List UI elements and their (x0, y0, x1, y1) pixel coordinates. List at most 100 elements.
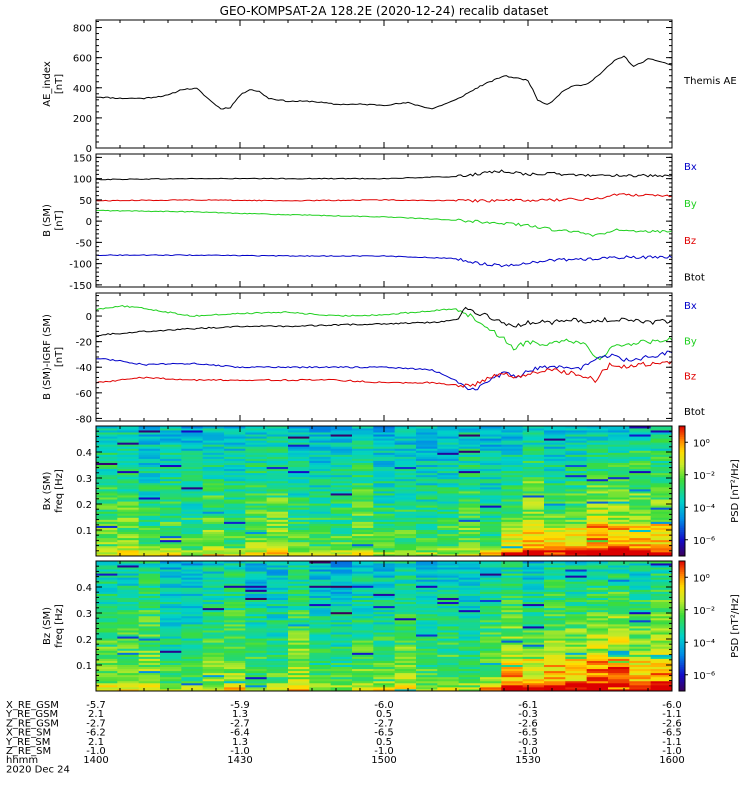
heatmap-cell (352, 488, 374, 492)
heatmap-cell (117, 680, 140, 684)
heatmap-cell (650, 619, 672, 623)
heatmap-cell (565, 615, 588, 619)
heatmap-cell (501, 531, 524, 535)
heatmap-cell (330, 517, 353, 520)
heatmap-cell (117, 521, 140, 524)
heatmap-cell (330, 634, 353, 637)
heatmap-cell (352, 495, 374, 498)
heatmap-cell (309, 482, 332, 486)
heatmap-cell (437, 442, 460, 445)
heatmap-cell (416, 672, 438, 676)
heatmap-cell (437, 428, 460, 431)
heatmap-cell (608, 591, 630, 594)
heatmap-cell (96, 632, 118, 635)
heatmap-cell (394, 472, 417, 476)
heatmap-cell (202, 523, 225, 526)
heatmap-cell (266, 626, 289, 629)
colorbar-segment (679, 686, 685, 690)
heatmap-cell (501, 523, 524, 526)
heatmap-cell (373, 497, 396, 500)
heatmap-cell (501, 619, 524, 623)
heatmap-cell (458, 539, 481, 543)
heatmap-cell (202, 484, 225, 488)
heatmap-cell (650, 603, 672, 607)
heatmap-cell (608, 680, 630, 684)
colorbar-segment (679, 428, 685, 431)
heatmap-cell (117, 539, 140, 543)
heatmap-cell (138, 448, 161, 451)
heatmap-cell (373, 648, 396, 651)
heatmap-cell (160, 450, 182, 453)
heatmap-cell (501, 509, 524, 512)
heatmap-cell (373, 478, 396, 482)
heatmap-cell (224, 426, 246, 429)
heatmap-cell (288, 583, 310, 586)
heatmap-cell (373, 468, 396, 472)
heatmap-cell (181, 656, 204, 659)
heatmap-cell (138, 609, 161, 613)
heatmap-cell (160, 644, 182, 647)
heatmap-cell (224, 569, 246, 572)
heatmap-cell (288, 619, 310, 623)
heatmap-cell (224, 444, 246, 447)
heatmap-cell (629, 446, 652, 449)
heatmap-cell (288, 630, 310, 633)
ephemeris-value: -1.0 (230, 746, 250, 757)
heatmap-cell (352, 484, 374, 488)
heatmap-cell (245, 452, 268, 455)
heatmap-cell (458, 680, 481, 684)
heatmap-cell (608, 589, 630, 592)
heatmap-cell (416, 630, 438, 633)
heatmap-cell (394, 628, 417, 631)
heatmap-cell (202, 545, 225, 549)
heatmap-cell (416, 537, 438, 541)
heatmap-cell (352, 599, 374, 603)
heatmap-cell (501, 613, 524, 617)
colorbar-segment (679, 680, 685, 683)
heatmap-cell (480, 533, 502, 537)
heatmap-cell (650, 511, 672, 514)
heatmap-cell (394, 470, 417, 474)
heatmap-cell (160, 499, 182, 502)
heatmap-cell (650, 505, 672, 508)
heatmap-cell (373, 505, 396, 508)
heatmap-cell (480, 670, 502, 674)
ephemeris-value: 1530 (515, 755, 540, 766)
heatmap-cell (458, 476, 481, 480)
heatmap-cell (565, 601, 588, 605)
heatmap-cell (330, 613, 353, 617)
colorbar-segment (679, 475, 685, 479)
heatmap-cell (480, 484, 502, 488)
heatmap-cell (458, 466, 481, 470)
heatmap-cell (416, 587, 438, 590)
heatmap-cell (650, 565, 672, 568)
heatmap-cell (501, 642, 524, 645)
heatmap-cell (330, 525, 353, 528)
heatmap-cell (138, 495, 161, 498)
heatmap-cell (650, 585, 672, 588)
heatmap-cell (458, 521, 481, 524)
heatmap-cell (330, 660, 353, 663)
heatmap-cell (544, 601, 566, 605)
heatmap-cell (96, 525, 118, 528)
heatmap-cell (416, 547, 438, 551)
heatmap-cell (181, 529, 204, 533)
heatmap-cell (117, 587, 140, 590)
heatmap-cell (650, 658, 672, 661)
heatmap-cell (586, 569, 609, 572)
heatmap-cell (394, 432, 417, 435)
heatmap-cell (565, 478, 588, 482)
ephemeris-value: 0.5 (376, 737, 392, 748)
heatmap-cell (586, 591, 609, 594)
y-tick-label: 200 (73, 114, 92, 125)
heatmap-cell (352, 505, 374, 508)
heatmap-cell (117, 577, 140, 580)
heatmap-cell (352, 581, 374, 584)
heatmap-cell (352, 509, 374, 512)
y-tick-label: 0.4 (76, 583, 92, 594)
heatmap-cell (522, 599, 545, 603)
heatmap-cell (96, 456, 118, 459)
heatmap-cell (181, 589, 204, 592)
heatmap-cell (373, 545, 396, 549)
heatmap-cell (266, 670, 289, 674)
